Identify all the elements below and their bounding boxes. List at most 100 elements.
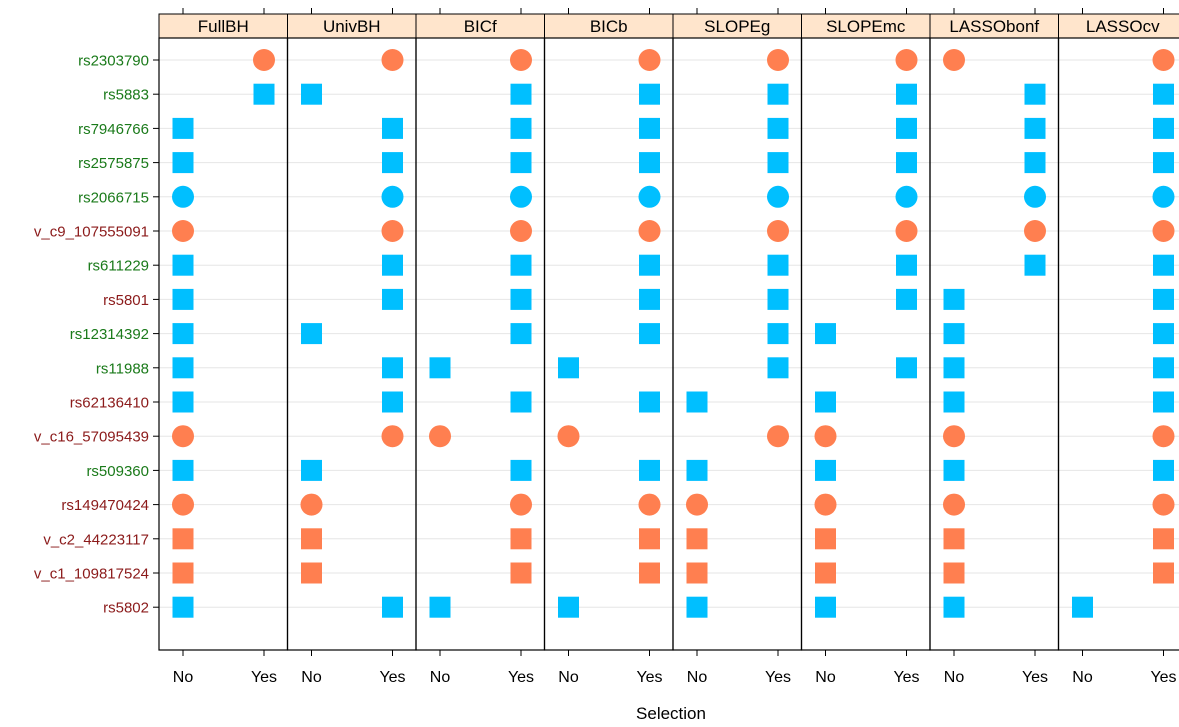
point-square: [687, 597, 708, 618]
point-square: [639, 323, 660, 344]
point-square: [511, 84, 532, 105]
point-square: [173, 255, 194, 276]
point-square: [1153, 289, 1174, 310]
point-square: [1153, 460, 1174, 481]
point-circle: [172, 186, 194, 208]
point-circle: [767, 186, 789, 208]
point-circle: [767, 425, 789, 447]
point-circle: [172, 220, 194, 242]
x-tick-label: No: [944, 669, 965, 686]
point-circle: [429, 425, 451, 447]
point-square: [896, 84, 917, 105]
x-tick-label: No: [815, 669, 836, 686]
point-square: [558, 597, 579, 618]
point-square: [815, 323, 836, 344]
point-circle: [510, 49, 532, 71]
point-square: [254, 84, 275, 105]
point-square: [173, 597, 194, 618]
point-square: [944, 392, 965, 413]
row-label: rs2066715: [78, 189, 149, 206]
point-circle: [1153, 220, 1175, 242]
point-square: [1153, 152, 1174, 173]
point-square: [944, 597, 965, 618]
point-square: [815, 528, 836, 549]
point-square: [768, 289, 789, 310]
point-square: [768, 152, 789, 173]
point-square: [944, 563, 965, 584]
panel-title: UnivBH: [323, 17, 381, 36]
point-square: [301, 460, 322, 481]
x-tick-label: Yes: [1150, 669, 1176, 686]
point-square: [896, 357, 917, 378]
point-square: [301, 323, 322, 344]
x-tick-label: No: [1072, 669, 1093, 686]
point-square: [511, 118, 532, 139]
point-square: [896, 255, 917, 276]
point-square: [173, 118, 194, 139]
point-square: [687, 528, 708, 549]
point-square: [639, 392, 660, 413]
point-square: [896, 152, 917, 173]
point-circle: [767, 49, 789, 71]
row-label: rs509360: [86, 463, 149, 480]
x-tick-label: Yes: [765, 669, 791, 686]
point-circle: [510, 186, 532, 208]
point-square: [511, 289, 532, 310]
point-square: [687, 460, 708, 481]
point-square: [382, 255, 403, 276]
point-circle: [510, 494, 532, 516]
row-label: rs5801: [103, 292, 149, 309]
point-square: [511, 563, 532, 584]
point-square: [511, 392, 532, 413]
point-circle: [301, 494, 323, 516]
panel-title: LASSOcv: [1086, 17, 1160, 36]
point-square: [639, 255, 660, 276]
point-square: [687, 392, 708, 413]
point-circle: [896, 220, 918, 242]
point-square: [639, 118, 660, 139]
point-square: [173, 357, 194, 378]
point-circle: [1153, 425, 1175, 447]
point-circle: [686, 494, 708, 516]
point-square: [511, 323, 532, 344]
point-square: [301, 563, 322, 584]
point-circle: [1024, 220, 1046, 242]
point-circle: [1024, 186, 1046, 208]
point-square: [944, 528, 965, 549]
row-label: v_c9_107555091: [34, 224, 149, 241]
point-circle: [815, 494, 837, 516]
point-square: [687, 563, 708, 584]
point-circle: [172, 425, 194, 447]
point-square: [1153, 118, 1174, 139]
point-square: [1153, 357, 1174, 378]
point-circle: [1153, 494, 1175, 516]
x-tick-label: Yes: [1022, 669, 1048, 686]
point-circle: [253, 49, 275, 71]
row-label: rs2575875: [78, 155, 149, 172]
point-circle: [639, 49, 661, 71]
x-tick-label: Yes: [636, 669, 662, 686]
point-circle: [767, 220, 789, 242]
x-tick-label: Yes: [379, 669, 405, 686]
point-circle: [172, 494, 194, 516]
row-label: v_c2_44223117: [43, 531, 149, 548]
x-tick-label: No: [173, 669, 194, 686]
point-circle: [943, 494, 965, 516]
point-circle: [558, 425, 580, 447]
point-square: [430, 597, 451, 618]
point-square: [768, 84, 789, 105]
point-circle: [1153, 49, 1175, 71]
point-square: [382, 392, 403, 413]
point-square: [1025, 255, 1046, 276]
point-square: [768, 357, 789, 378]
x-tick-label: No: [430, 669, 451, 686]
point-square: [173, 392, 194, 413]
point-square: [639, 460, 660, 481]
point-square: [1153, 323, 1174, 344]
point-square: [1025, 118, 1046, 139]
point-square: [382, 357, 403, 378]
point-square: [1153, 392, 1174, 413]
